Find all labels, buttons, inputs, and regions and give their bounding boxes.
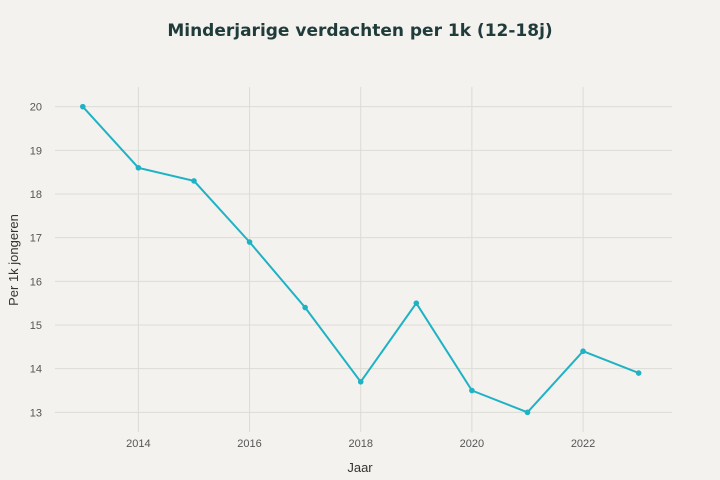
data-point <box>357 378 364 385</box>
x-axis-ticks: 2014 2016 2018 2020 2022 <box>126 438 595 450</box>
y-tick-label: 17 <box>30 233 42 245</box>
y-axis-title: Per 1k jongeren <box>6 214 21 306</box>
x-tick-label: 2018 <box>348 438 372 450</box>
data-point <box>469 387 475 394</box>
data-point <box>413 300 420 306</box>
x-tick-label: 2020 <box>460 438 484 450</box>
y-tick-label: 15 <box>30 320 42 332</box>
x-axis-title: Jaar <box>347 460 373 475</box>
data-point <box>246 239 253 245</box>
chart-title: Minderjarige verdachten per 1k (12-18j) <box>167 21 552 41</box>
data-point <box>191 178 197 184</box>
data-point <box>580 348 586 355</box>
data-point <box>302 304 308 311</box>
y-axis-ticks: 13 14 15 16 17 18 19 20 <box>30 102 42 420</box>
data-point <box>524 409 531 416</box>
data-points <box>79 103 642 416</box>
y-tick-label: 14 <box>30 364 42 376</box>
x-tick-label: 2022 <box>571 438 595 450</box>
data-point <box>635 370 642 376</box>
x-tick-label: 2016 <box>237 438 261 450</box>
y-tick-label: 13 <box>30 407 42 419</box>
x-tick-label: 2014 <box>126 438 150 450</box>
data-point <box>135 164 142 171</box>
data-point <box>79 103 86 110</box>
y-tick-label: 16 <box>30 276 42 288</box>
y-tick-label: 19 <box>30 145 42 157</box>
grid <box>55 87 672 432</box>
y-tick-label: 20 <box>30 102 42 114</box>
y-tick-label: 18 <box>30 189 42 201</box>
